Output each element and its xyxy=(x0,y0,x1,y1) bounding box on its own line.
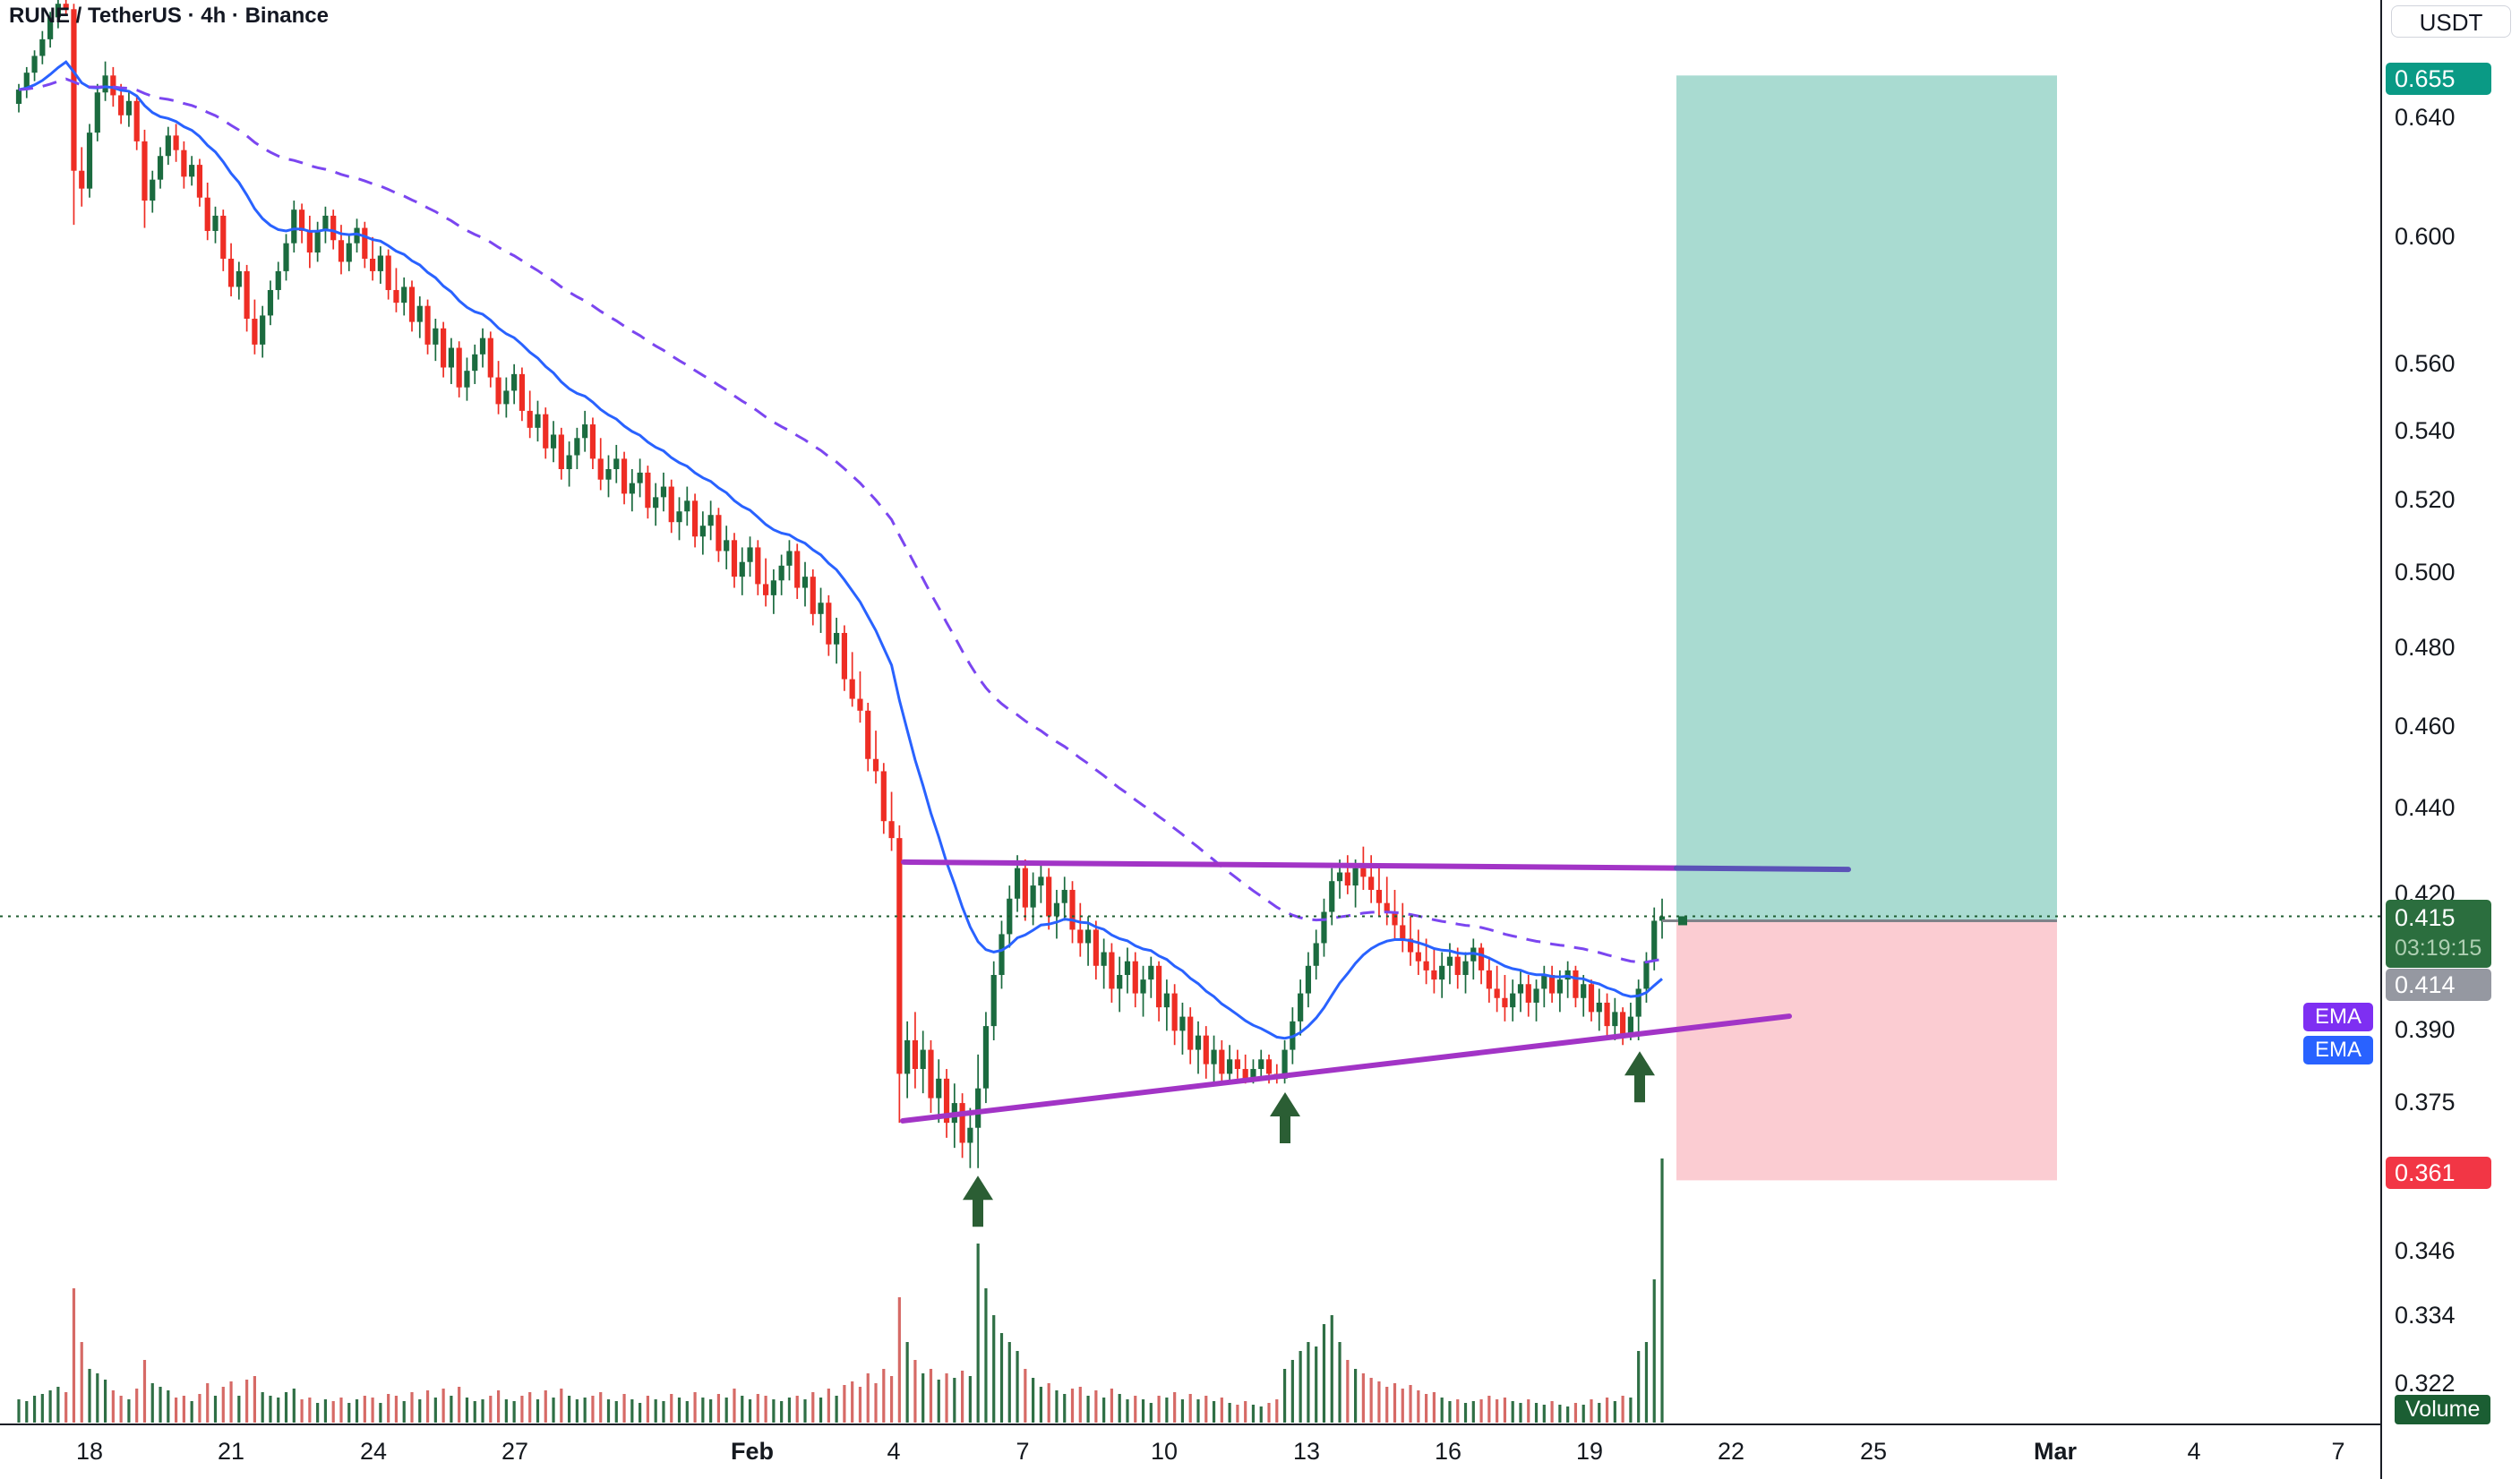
up-arrow-marker[interactable] xyxy=(1270,1092,1300,1144)
price-axis[interactable]: USDT 0.640 0.600 0.560 0.540 0.520 0.500 0.480… xyxy=(2380,0,2520,1479)
entry-price-badge: 0.414 xyxy=(2386,969,2491,1001)
date-tick-label: 18 xyxy=(75,1438,104,1465)
currency-toggle-button[interactable]: USDT xyxy=(2391,5,2511,38)
price-tick-label: 0.500 xyxy=(2395,559,2456,586)
price-tick-label: 0.560 xyxy=(2395,349,2456,377)
date-tick-label: 19 xyxy=(1575,1438,1604,1465)
price-tick-label: 0.440 xyxy=(2395,794,2456,822)
upper-trendline[interactable] xyxy=(901,859,1679,871)
upper-trendline-shaded[interactable] xyxy=(1674,865,1851,873)
price-tick-label: 0.460 xyxy=(2395,712,2456,740)
price-tick-label: 0.375 xyxy=(2395,1089,2456,1116)
trendlines[interactable] xyxy=(900,859,1851,1124)
date-tick-label: 4 xyxy=(887,1438,901,1465)
date-tick-label: 16 xyxy=(1434,1438,1462,1465)
price-tick-label: 0.540 xyxy=(2395,416,2456,444)
date-tick-label: 13 xyxy=(1292,1438,1321,1465)
candlesticks xyxy=(15,0,1666,1168)
price-tick-label: 0.390 xyxy=(2395,1016,2456,1044)
stop-price-badge: 0.361 xyxy=(2386,1157,2491,1189)
ema-slow-badge: EMA xyxy=(2303,1003,2373,1031)
date-tick-label: 7 xyxy=(1016,1438,1030,1465)
ema-fast-line xyxy=(18,60,1663,1040)
time-axis[interactable]: 18 21 24 27 Feb 4 7 10 13 16 19 22 25 Mar 4 7 xyxy=(0,1423,2520,1479)
date-tick-label: 25 xyxy=(1859,1438,1888,1465)
entry-handle[interactable] xyxy=(1678,916,1687,926)
price-tick-label: 0.334 xyxy=(2395,1302,2456,1329)
volume-scale-label: Volume xyxy=(2395,1395,2491,1424)
date-tick-label: 10 xyxy=(1150,1438,1179,1465)
buy-signal-arrows[interactable] xyxy=(963,1051,1655,1227)
long-position-tool[interactable] xyxy=(1676,75,2057,1181)
lower-trendline[interactable] xyxy=(900,1013,1792,1124)
ema-lines xyxy=(18,60,1663,1040)
price-tick-label: 0.520 xyxy=(2395,486,2456,514)
date-tick-label: Feb xyxy=(730,1438,775,1465)
chart-canvas[interactable] xyxy=(0,0,2380,1423)
last-price-badge: 0.415 03:19:15 xyxy=(2386,900,2491,968)
price-tick-label: 0.640 xyxy=(2395,104,2456,131)
date-tick-label: 27 xyxy=(501,1438,529,1465)
ema-fast-badge: EMA xyxy=(2303,1036,2373,1064)
price-tick-label: 0.322 xyxy=(2395,1369,2456,1397)
price-tick-label: 0.600 xyxy=(2395,222,2456,250)
up-arrow-marker[interactable] xyxy=(1624,1051,1655,1103)
loss-zone[interactable] xyxy=(1676,920,2057,1181)
date-tick-label: 24 xyxy=(359,1438,388,1465)
date-tick-label: 4 xyxy=(2187,1438,2201,1465)
price-lines xyxy=(0,915,2380,926)
date-tick-label: Mar xyxy=(2033,1438,2078,1465)
bar-countdown: 03:19:15 xyxy=(2395,936,2482,961)
volume-bars xyxy=(17,1158,1664,1423)
up-arrow-marker[interactable] xyxy=(963,1176,993,1227)
ema-slow-line xyxy=(18,77,1663,964)
price-tick-label: 0.346 xyxy=(2395,1236,2456,1264)
date-tick-label: 21 xyxy=(217,1438,245,1465)
target-price-badge: 0.655 xyxy=(2386,63,2491,95)
profit-zone[interactable] xyxy=(1676,75,2057,921)
symbol-title: RUNE / TetherUS · 4h · Binance xyxy=(9,4,329,28)
date-tick-label: 7 xyxy=(2331,1438,2345,1465)
price-tick-label: 0.480 xyxy=(2395,634,2456,662)
last-price-value: 0.415 xyxy=(2395,904,2456,931)
date-tick-label: 22 xyxy=(1717,1438,1745,1465)
